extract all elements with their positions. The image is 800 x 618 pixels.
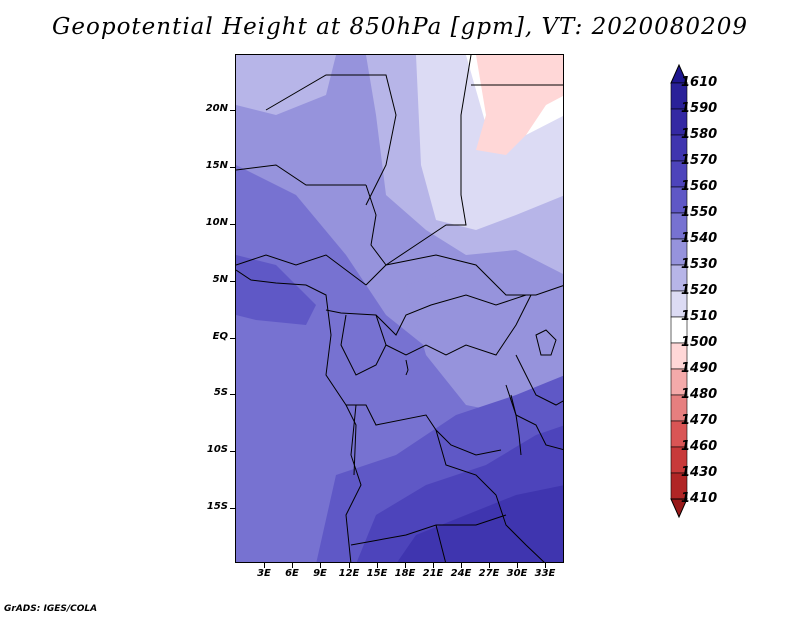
colorbar-label: 1500 [681, 335, 718, 350]
lat-label: 5N [212, 274, 228, 285]
lon-label: 18E [394, 568, 416, 579]
colorbar-label: 1610 [681, 75, 718, 90]
border-line [340, 314, 387, 376]
lat-tick [230, 338, 235, 339]
colorbar-label: 1530 [681, 257, 718, 272]
lon-tick [320, 563, 321, 568]
border-line [325, 294, 527, 336]
lon-label: 9E [313, 568, 327, 579]
colorbar-label: 1470 [681, 413, 718, 428]
lat-label: EQ [212, 331, 228, 342]
border-line [265, 74, 397, 206]
country-borders [236, 55, 563, 562]
lat-label: 5S [213, 387, 228, 398]
border-line [505, 384, 563, 450]
border-line [236, 254, 367, 286]
lat-tick [230, 394, 235, 395]
lon-tick [405, 563, 406, 568]
coastline [236, 269, 357, 476]
lake-outline [510, 394, 522, 456]
lat-label: 10S [206, 444, 228, 455]
colorbar-label: 1520 [681, 283, 718, 298]
lat-label: 15S [206, 501, 228, 512]
border-line [345, 404, 362, 562]
lon-label: 21E [422, 568, 444, 579]
colorbar-label: 1580 [681, 127, 718, 142]
lake-outline [535, 329, 557, 356]
lon-label: 12E [338, 568, 360, 579]
border-line [365, 254, 563, 296]
lake-outline [405, 359, 409, 376]
lon-tick [264, 563, 265, 568]
colorbar-label: 1540 [681, 231, 718, 246]
colorbar-label: 1550 [681, 205, 718, 220]
lat-tick [230, 224, 235, 225]
lon-label: 3E [257, 568, 271, 579]
colorbar-label: 1460 [681, 439, 718, 454]
colorbar [670, 63, 688, 519]
lon-tick [433, 563, 434, 568]
colorbar-label: 1570 [681, 153, 718, 168]
map-title: Geopotential Height at 850hPa [gpm], VT:… [52, 14, 748, 40]
colorbar-label: 1490 [681, 361, 718, 376]
colorbar-bottom-arrow [670, 498, 688, 519]
map-panel [235, 54, 564, 563]
border-line [385, 294, 532, 356]
lon-tick [292, 563, 293, 568]
lat-tick [230, 508, 235, 509]
border-line [435, 429, 545, 562]
lat-label: 15N [205, 160, 228, 171]
colorbar-label: 1560 [681, 179, 718, 194]
lat-label: 10N [205, 217, 228, 228]
lon-label: 15E [366, 568, 388, 579]
grads-credit: GrADS: IGES/COLA [4, 604, 98, 614]
lon-tick [461, 563, 462, 568]
lon-tick [349, 563, 350, 568]
colorbar-label: 1410 [681, 491, 718, 506]
lon-tick [517, 563, 518, 568]
lat-tick [230, 281, 235, 282]
border-line [435, 524, 447, 562]
border-line [515, 354, 563, 406]
lat-tick [230, 110, 235, 111]
border-line [346, 404, 502, 456]
colorbar-label: 1510 [681, 309, 718, 324]
lon-label: 33E [534, 568, 556, 579]
lon-tick [489, 563, 490, 568]
lon-tick [377, 563, 378, 568]
colorbar-label: 1590 [681, 101, 718, 116]
lon-label: 27E [478, 568, 500, 579]
lat-tick [230, 451, 235, 452]
field-1530-east [406, 265, 563, 415]
colorbar-label: 1430 [681, 465, 718, 480]
border-line [236, 164, 366, 186]
lon-label: 24E [450, 568, 472, 579]
field-1490 [476, 55, 563, 155]
lon-label: 6E [285, 568, 299, 579]
lat-label: 20N [205, 103, 228, 114]
lon-label: 30E [506, 568, 528, 579]
lon-tick [545, 563, 546, 568]
colorbar-label: 1480 [681, 387, 718, 402]
border-line [365, 55, 472, 266]
lat-tick [230, 167, 235, 168]
field-1520-nw [236, 55, 336, 115]
geopotential-map [236, 55, 563, 562]
field-1550-west [236, 255, 316, 325]
